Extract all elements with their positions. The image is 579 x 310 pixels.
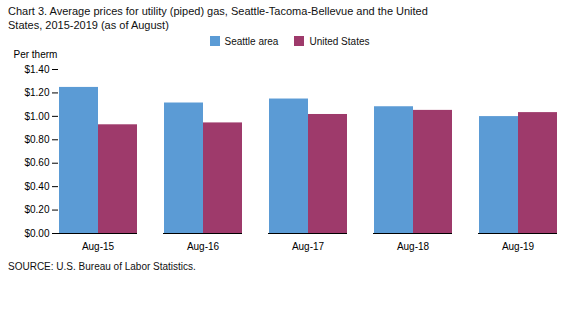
html-text:United States: United States bbox=[309, 35, 370, 47]
svg-text:Aug-17: Aug-17 bbox=[292, 240, 325, 251]
svg-text:Aug-18: Aug-18 bbox=[397, 240, 430, 251]
svg-text:$0.60: $0.60 bbox=[24, 157, 49, 168]
html-text:Chart 3. Average prices for ut: Chart 3. Average prices for utility (pip… bbox=[8, 5, 428, 32]
svg-text:$0.40: $0.40 bbox=[24, 180, 49, 191]
svg-text:$1.00: $1.00 bbox=[24, 110, 49, 121]
svg-text:Aug-15: Aug-15 bbox=[82, 240, 115, 251]
svg-text:$1.40: $1.40 bbox=[24, 63, 49, 74]
svg-text:Aug-19: Aug-19 bbox=[502, 240, 535, 251]
svg-text:$0.20: $0.20 bbox=[24, 204, 49, 215]
svg-text:$0.80: $0.80 bbox=[24, 134, 49, 145]
html-text:Seattle area: Seattle area bbox=[224, 35, 279, 47]
svg-text:Per therm: Per therm bbox=[14, 48, 58, 59]
svg-text:$1.20: $1.20 bbox=[24, 87, 49, 98]
svg-text:$0.00: $0.00 bbox=[24, 227, 49, 238]
svg-text:Aug-16: Aug-16 bbox=[187, 240, 220, 251]
html-text:SOURCE: U.S. Bureau of Labor S: SOURCE: U.S. Bureau of Labor Statistics. bbox=[8, 260, 196, 272]
